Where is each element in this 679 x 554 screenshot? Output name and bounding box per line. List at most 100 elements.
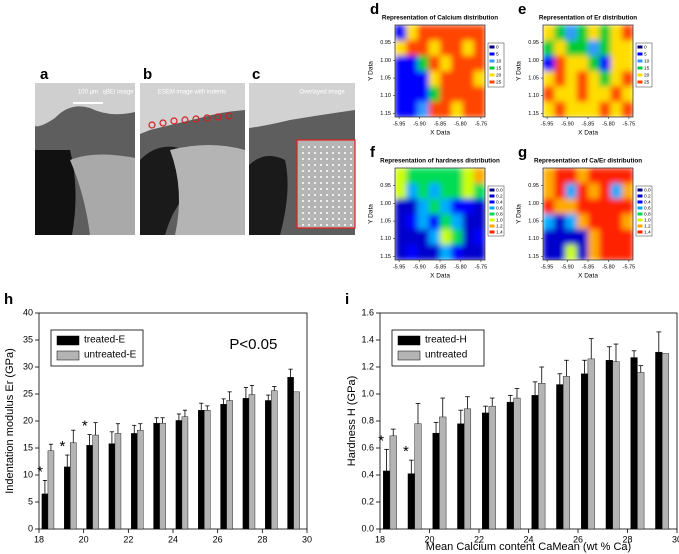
annotation: P<0.05 bbox=[229, 336, 277, 353]
y-tick-label: 1.05 bbox=[528, 219, 539, 225]
heat-cell bbox=[588, 101, 600, 117]
x-tick-label: -5.75 bbox=[623, 121, 636, 127]
legend-swatch bbox=[56, 350, 80, 361]
legend-swatch bbox=[637, 200, 643, 204]
heat-cell bbox=[406, 55, 418, 72]
heat-cell bbox=[406, 183, 418, 200]
heat-cell bbox=[543, 198, 555, 215]
heat-cell bbox=[543, 55, 555, 72]
legend-label: treated-H bbox=[425, 335, 467, 346]
heat-cell bbox=[610, 25, 623, 41]
heat-cell bbox=[406, 214, 418, 230]
legend-swatch bbox=[56, 335, 80, 346]
heat-cell bbox=[554, 86, 566, 103]
legend-label: untreated-E bbox=[84, 350, 137, 361]
heat-cell bbox=[417, 168, 430, 184]
error-bar bbox=[87, 434, 92, 446]
error-bar bbox=[656, 331, 662, 353]
heat-cell bbox=[428, 71, 441, 87]
error-bar bbox=[638, 365, 644, 373]
legend-label: 1.0 bbox=[496, 217, 503, 223]
heat-cell bbox=[599, 101, 611, 117]
heat-cell bbox=[395, 183, 407, 200]
heatmap bbox=[395, 168, 485, 260]
image-caption: ESEM image with indents bbox=[158, 90, 226, 96]
heat-cell bbox=[599, 183, 611, 200]
panel-letter: i bbox=[345, 291, 349, 308]
chart-title: Representation of Er distribution bbox=[539, 15, 637, 22]
heat-cell bbox=[554, 168, 566, 184]
error-bar bbox=[415, 403, 421, 424]
significance-marker: * bbox=[403, 443, 409, 460]
y-tick-label: 1.15 bbox=[528, 254, 539, 260]
legend-swatch bbox=[637, 194, 643, 198]
panel-letter: g bbox=[518, 144, 527, 161]
bar bbox=[287, 377, 294, 530]
heat-cell bbox=[621, 25, 633, 41]
y-tick-label: 1.05 bbox=[528, 76, 539, 82]
error-bar bbox=[199, 402, 204, 411]
error-bar bbox=[390, 428, 396, 436]
heat-cell bbox=[417, 101, 430, 117]
y-tick-label: 1.15 bbox=[380, 111, 391, 117]
heat-cell bbox=[440, 183, 452, 200]
error-bar bbox=[272, 386, 277, 391]
heat-cell bbox=[599, 214, 611, 230]
legend-swatch bbox=[489, 200, 495, 204]
heat-cell bbox=[621, 101, 633, 117]
error-bar bbox=[42, 479, 48, 494]
legend-label: 0.6 bbox=[644, 205, 651, 211]
heat-cell bbox=[440, 168, 452, 184]
x-tick-label: -5.80 bbox=[454, 121, 467, 127]
heat-cell bbox=[554, 71, 566, 87]
bar bbox=[92, 434, 99, 530]
y-axis-label: Y Data bbox=[516, 204, 523, 224]
bar bbox=[581, 373, 589, 530]
y-tick-label: 1.4 bbox=[361, 334, 374, 344]
x-tick-label: 26 bbox=[213, 534, 223, 544]
bar bbox=[612, 361, 620, 530]
heat-cell bbox=[417, 55, 430, 72]
bar bbox=[47, 450, 55, 530]
panel-letter: c bbox=[252, 66, 260, 83]
legend-swatch bbox=[489, 218, 495, 222]
legend-swatch bbox=[489, 66, 495, 70]
error-bar bbox=[582, 359, 587, 374]
x-tick-label: -5.85 bbox=[434, 264, 447, 270]
heat-cell bbox=[610, 86, 623, 103]
x-tick-label: -5.90 bbox=[561, 264, 574, 270]
error-bar bbox=[154, 417, 159, 424]
legend-swatch bbox=[489, 212, 495, 216]
x-axis-label: X Data bbox=[430, 130, 450, 137]
bar bbox=[513, 397, 521, 530]
bar bbox=[220, 404, 227, 530]
x-tick-label: -5.95 bbox=[393, 121, 406, 127]
heat-cell bbox=[554, 198, 566, 215]
legend-swatch bbox=[637, 230, 643, 234]
heat-cell bbox=[565, 40, 578, 57]
bar bbox=[538, 383, 546, 530]
heat-cell bbox=[428, 229, 441, 246]
heat-cell bbox=[462, 71, 475, 87]
x-tick-label: -5.75 bbox=[475, 264, 488, 270]
y-tick-label: 15 bbox=[23, 442, 33, 452]
legend-label: 10 bbox=[644, 58, 650, 64]
bar bbox=[131, 433, 138, 530]
legend-label: 0.0 bbox=[644, 187, 651, 193]
heat-cell bbox=[462, 101, 475, 117]
x-tick-label: -5.95 bbox=[541, 264, 554, 270]
bar bbox=[137, 429, 144, 530]
y-tick-label: 1.15 bbox=[528, 111, 539, 117]
heat-cell bbox=[440, 229, 452, 246]
heat-cell bbox=[395, 25, 407, 41]
heat-cell bbox=[440, 71, 452, 87]
legend-label: 1.4 bbox=[644, 229, 651, 235]
legend-label: 25 bbox=[496, 79, 502, 85]
y-tick-label: 0.95 bbox=[528, 183, 539, 189]
heat-cell bbox=[588, 183, 600, 200]
y-tick-label: 1.10 bbox=[528, 236, 539, 242]
legend-swatch bbox=[637, 66, 643, 70]
bar bbox=[655, 351, 663, 530]
heat-cell bbox=[440, 101, 452, 117]
legend-label: 0.6 bbox=[496, 205, 503, 211]
